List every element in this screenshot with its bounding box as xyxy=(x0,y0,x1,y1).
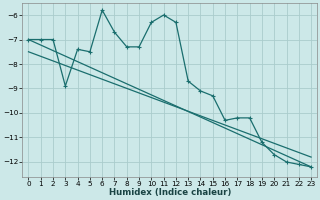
X-axis label: Humidex (Indice chaleur): Humidex (Indice chaleur) xyxy=(108,188,231,197)
